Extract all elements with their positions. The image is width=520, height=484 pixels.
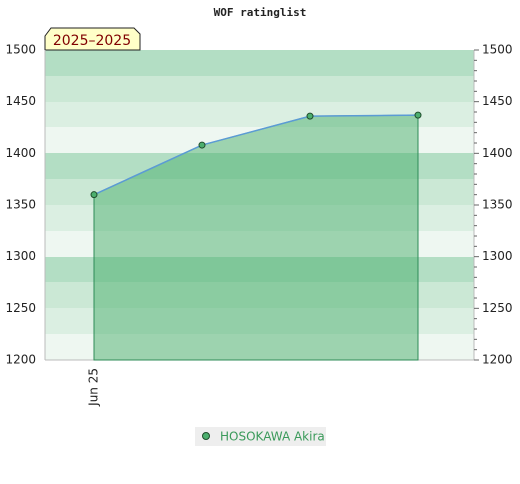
y2-tick-label: 1500 [482, 43, 513, 57]
y2-tick-label: 1400 [482, 146, 513, 160]
y2-tick-label: 1250 [482, 301, 513, 315]
badge-box [44, 27, 141, 51]
y2-tick-label: 1300 [482, 249, 513, 263]
y-tick-label: 1450 [5, 94, 36, 108]
y2-tick-label: 1350 [482, 198, 513, 212]
y-tick-label: 1500 [5, 43, 36, 57]
legend-box [195, 427, 326, 446]
legend-label: HOSOKAWA Akira [220, 430, 325, 444]
point [414, 111, 422, 119]
y-tick-label: 1350 [5, 198, 36, 212]
point [198, 141, 206, 149]
line [93, 114, 419, 196]
y2-tick-label: 1450 [482, 94, 513, 108]
y2-tick-label: 1200 [482, 353, 513, 367]
x-tick-label: Jun 25 [87, 368, 101, 407]
y-tick-label: 1400 [5, 146, 36, 160]
point [90, 191, 98, 199]
chart-title: WOF ratinglist [214, 6, 307, 19]
point [306, 112, 314, 120]
badge: 2025–2025 [53, 33, 131, 49]
y-tick-label: 1200 [5, 353, 36, 367]
legend-marker [202, 432, 210, 440]
y-tick-label: 1300 [5, 249, 36, 263]
y-tick-label: 1250 [5, 301, 36, 315]
